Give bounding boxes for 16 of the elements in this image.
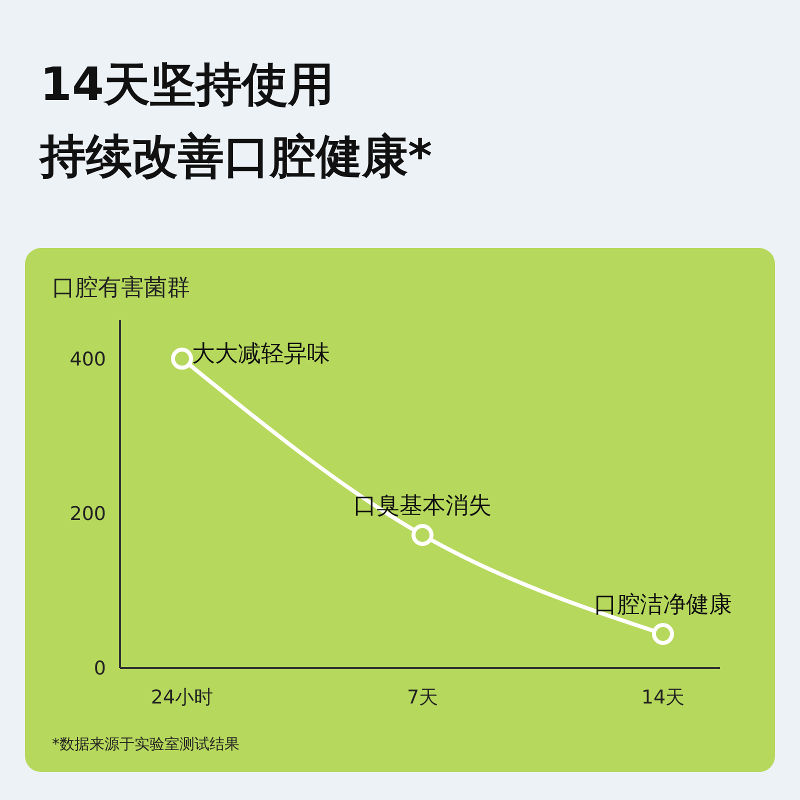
y-axis-title: 口腔有害菌群 bbox=[52, 274, 190, 303]
point bbox=[652, 622, 674, 645]
annotation: 大大减轻异味 bbox=[192, 340, 330, 367]
point bbox=[171, 348, 193, 370]
x-tick-label: 7天 bbox=[406, 686, 438, 708]
x-tick-label: 24小时 bbox=[150, 686, 214, 708]
y-tick-label: 0 bbox=[94, 658, 106, 680]
text: *数据来源于实验室测试结果 bbox=[52, 735, 240, 754]
y-tick-label: 400 bbox=[70, 348, 106, 370]
x-tick-label: 14天 bbox=[641, 686, 685, 708]
chart-title: 14天坚持使用 bbox=[40, 56, 336, 113]
annotation: 口腔洁净健康 bbox=[594, 592, 732, 618]
point bbox=[412, 524, 434, 546]
chart-subtitle: 持续改善口腔健康* bbox=[40, 128, 432, 185]
annotation: 口臭基本消失 bbox=[354, 492, 492, 519]
y-tick-label: 200 bbox=[70, 503, 106, 526]
